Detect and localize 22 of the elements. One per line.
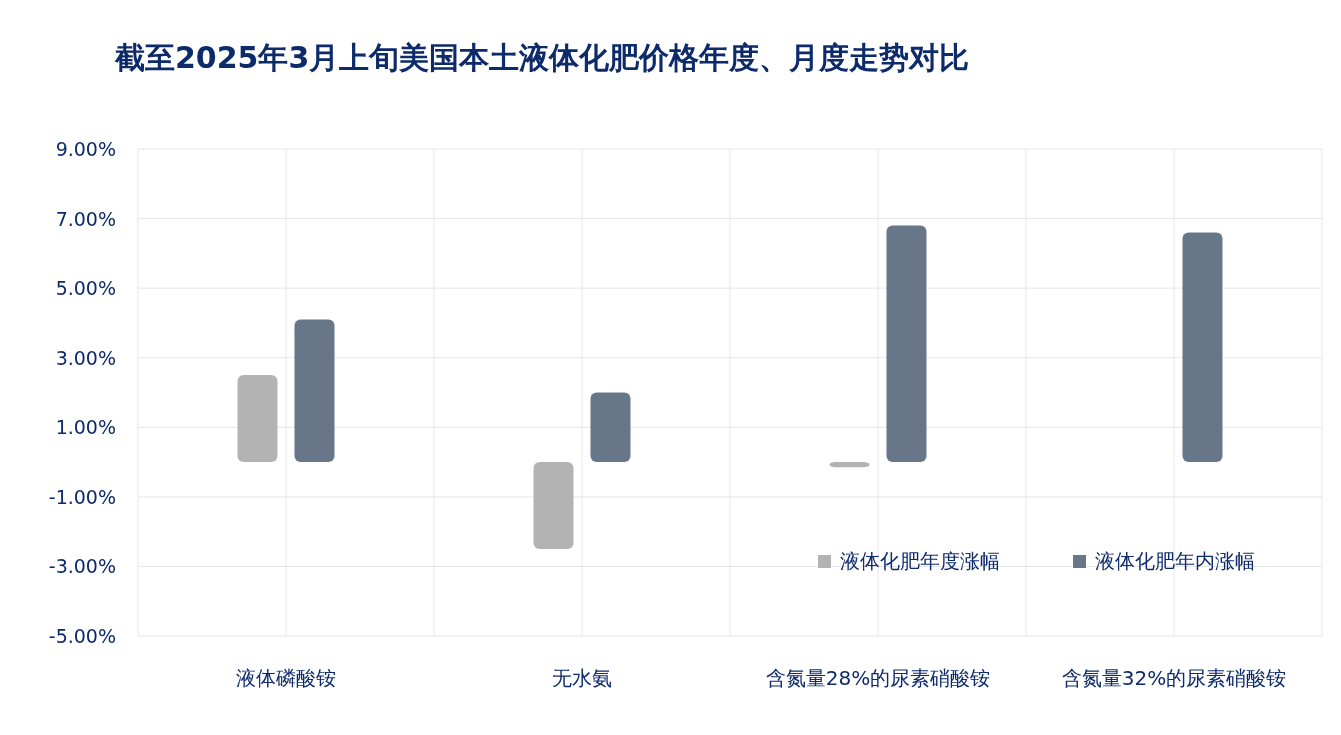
y-tick-label: 3.00% <box>55 346 116 369</box>
y-tick-label: -3.00% <box>48 555 116 578</box>
chart-title: 截至2025年3月上旬美国本土液体化肥价格年度、月度走势对比 <box>114 40 970 75</box>
bar <box>886 225 927 463</box>
y-tick-label: 9.00% <box>55 138 116 160</box>
bar <box>237 375 278 463</box>
legend-label: 液体化肥年度涨幅 <box>840 549 1000 573</box>
legend-label: 液体化肥年内涨幅 <box>1095 549 1255 573</box>
y-tick-label: 7.00% <box>55 207 116 230</box>
x-tick-label: 无水氨 <box>552 666 612 690</box>
bar <box>829 462 870 468</box>
x-tick-label: 液体磷酸铵 <box>236 666 336 690</box>
y-tick-label: 1.00% <box>55 416 116 439</box>
bar <box>1182 232 1223 463</box>
bar <box>590 392 631 463</box>
bar <box>533 462 574 550</box>
x-tick-label: 含氮量32%的尿素硝酸铵 <box>1061 666 1287 690</box>
y-tick-label: -5.00% <box>48 625 116 647</box>
y-tick-label: 5.00% <box>55 277 116 300</box>
bar <box>294 319 335 463</box>
x-tick-label: 含氮量28%的尿素硝酸铵 <box>765 666 991 690</box>
y-tick-label: -1.00% <box>48 485 116 508</box>
